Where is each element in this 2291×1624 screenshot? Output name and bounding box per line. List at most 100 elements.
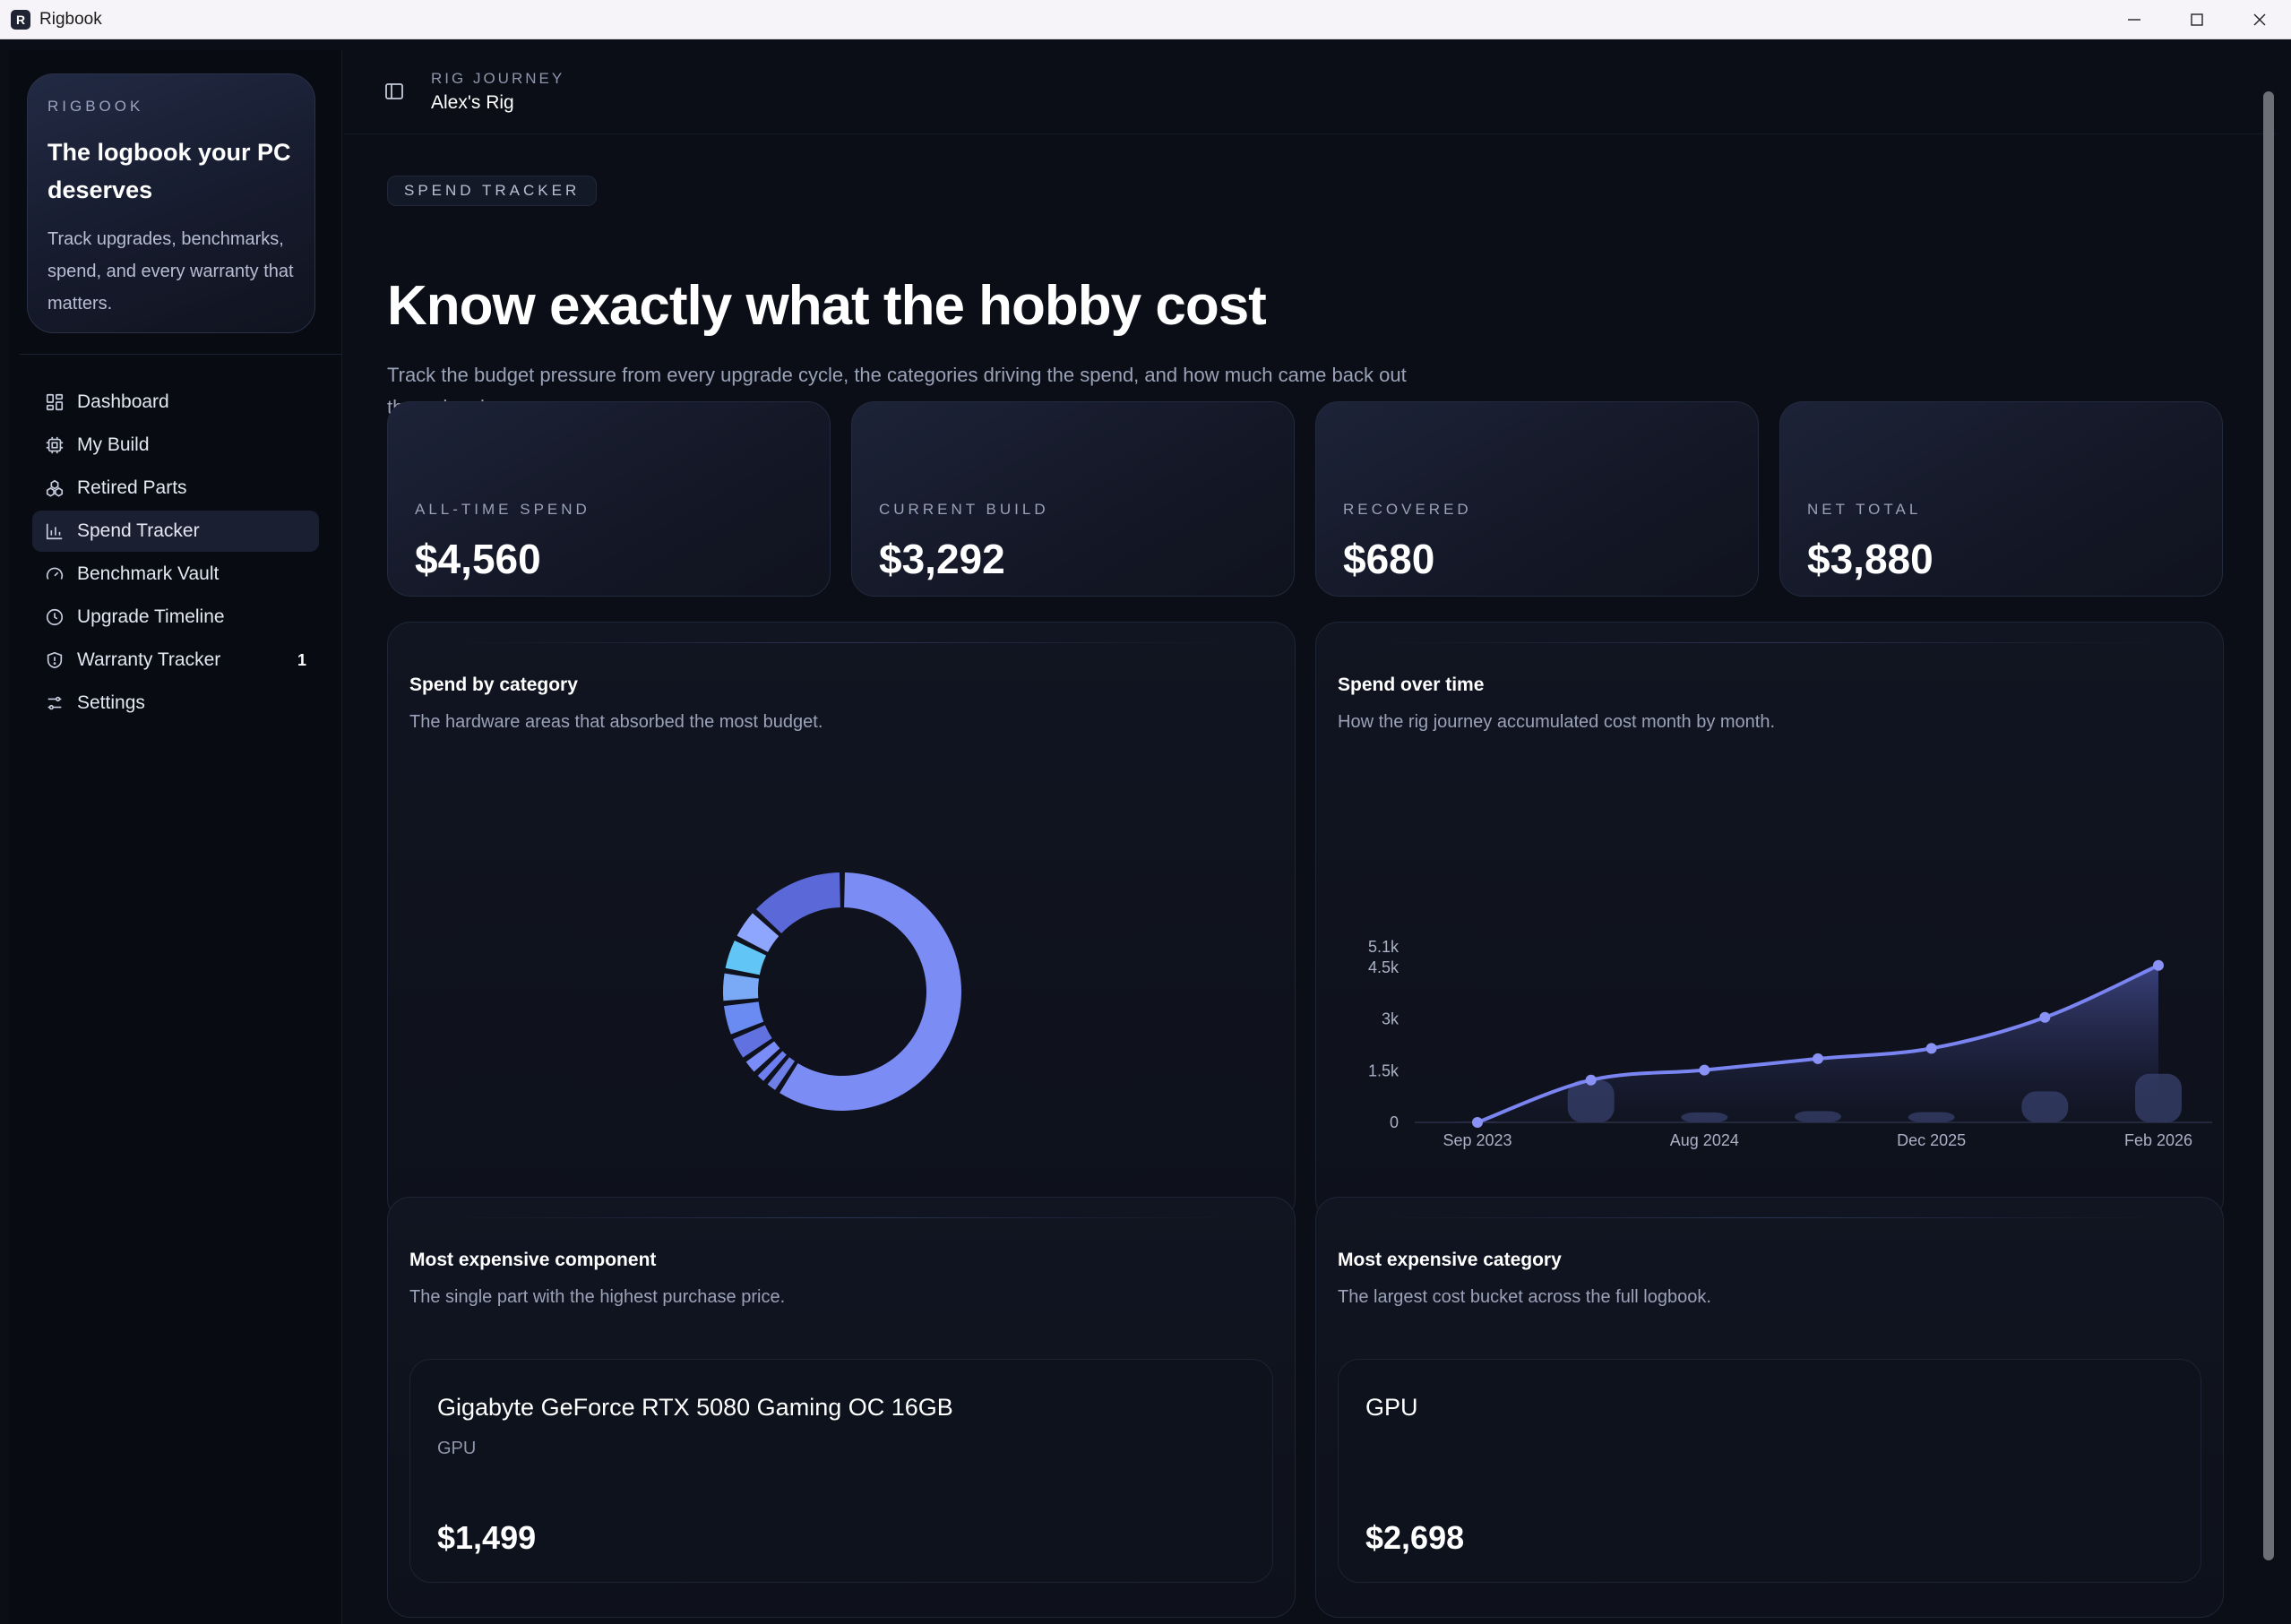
boxes-icon <box>45 478 65 498</box>
spend-point[interactable] <box>1585 1074 1597 1086</box>
promo-eyebrow: RIGBOOK <box>47 98 144 115</box>
minimize-button[interactable] <box>2103 0 2166 39</box>
x-tick-label: Feb 2026 <box>2124 1131 2192 1149</box>
y-tick-label: 5.1k <box>1368 938 1400 956</box>
category-name: GPU <box>1365 1394 1418 1421</box>
component-category: GPU <box>437 1439 477 1458</box>
close-button[interactable] <box>2228 0 2291 39</box>
promo-headline: The logbook your PC deserves <box>47 139 291 203</box>
spend-area <box>1477 965 2158 1122</box>
panel-highlight <box>442 1217 1241 1218</box>
donut-slice[interactable] <box>779 872 961 1111</box>
top-bar: RIG JOURNEY Alex's Rig <box>344 50 2276 134</box>
window-titlebar: R Rigbook <box>0 0 2291 39</box>
close-icon <box>2253 13 2266 26</box>
donut-slice[interactable] <box>733 1025 772 1058</box>
spend-line-chart: 0 1.5k 3k 4.5k 5.1k Sep 2023 Aug 2024 Dec 2025 F… <box>1368 938 2212 1149</box>
donut-slice[interactable] <box>755 872 840 933</box>
main-content: RIG JOURNEY Alex's Rig SPEND TRACKER Kno… <box>344 50 2276 1624</box>
panel-title: Spend over time <box>1338 675 1485 695</box>
vertical-scrollbar[interactable] <box>2263 91 2274 1560</box>
shield-icon <box>45 650 65 670</box>
stat-label: NET TOTAL <box>1807 501 1922 518</box>
y-tick-label: 3k <box>1382 1010 1400 1028</box>
cpu-icon <box>45 435 65 455</box>
sidebar-item-label: Settings <box>77 692 145 713</box>
most-expensive-category-panel: Most expensive category The largest cost… <box>1315 1197 2224 1618</box>
sidebar-item-label: Benchmark Vault <box>77 563 220 584</box>
sidebar-toggle-button[interactable] <box>383 81 405 102</box>
sidebar-item-dashboard[interactable]: Dashboard <box>32 382 319 423</box>
stat-value: $3,880 <box>1807 536 1934 582</box>
panel-highlight <box>1370 1217 2169 1218</box>
component-price: $1,499 <box>437 1519 537 1556</box>
donut-slice[interactable] <box>723 973 760 1001</box>
sidebar-item-my-build[interactable]: My Build <box>32 425 319 466</box>
sidebar-nav: Dashboard My Build Retired Parts Spend T… <box>32 382 319 726</box>
donut-slice[interactable] <box>767 1057 796 1090</box>
panel-title: Spend by category <box>409 675 578 695</box>
breadcrumb-title: Alex's Rig <box>431 92 514 113</box>
sidebar-item-upgrade-timeline[interactable]: Upgrade Timeline <box>32 597 319 638</box>
sidebar-item-warranty-tracker[interactable]: Warranty Tracker 1 <box>32 640 319 681</box>
spend-point[interactable] <box>1699 1064 1710 1076</box>
x-tick-label: Sep 2023 <box>1443 1131 1512 1149</box>
maximize-icon <box>2191 13 2203 26</box>
y-tick-label: 0 <box>1390 1113 1399 1131</box>
x-tick-label: Aug 2024 <box>1670 1131 1739 1149</box>
panel-highlight <box>442 642 1241 643</box>
panel-subtitle: The largest cost bucket across the full … <box>1338 1287 1711 1307</box>
x-tick-label: Dec 2025 <box>1897 1131 1966 1149</box>
sidebar-item-label: Dashboard <box>77 391 169 412</box>
page-title: Know exactly what the hobby cost <box>387 275 1267 337</box>
spend-point[interactable] <box>2039 1011 2051 1023</box>
app-logo-icon: R <box>11 9 30 30</box>
gauge-icon <box>45 564 65 584</box>
donut-slice[interactable] <box>725 940 767 975</box>
donut-slice[interactable] <box>757 1051 787 1081</box>
spend-point[interactable] <box>2153 959 2164 971</box>
panel-subtitle: How the rig journey accumulated cost mon… <box>1338 712 1776 732</box>
sidebar-toggle-icon <box>385 83 403 99</box>
category-card[interactable]: GPU $2,698 <box>1338 1359 2201 1583</box>
spend-point[interactable] <box>1813 1053 1823 1064</box>
maximize-button[interactable] <box>2166 0 2228 39</box>
most-expensive-component-panel: Most expensive component The single part… <box>387 1197 1296 1618</box>
promo-description: Track upgrades, benchmarks, spend, and e… <box>47 229 294 314</box>
stat-value: $3,292 <box>879 536 1005 582</box>
sidebar-item-benchmark-vault[interactable]: Benchmark Vault <box>32 554 319 595</box>
donut-slice[interactable] <box>745 1041 780 1072</box>
clock-icon <box>45 607 65 627</box>
sidebar-item-label: Warranty Tracker <box>77 649 221 670</box>
breadcrumb-eyebrow: RIG JOURNEY <box>431 70 565 87</box>
sidebar-item-label: Upgrade Timeline <box>77 606 225 627</box>
stat-value: $4,560 <box>415 536 541 582</box>
donut-slice[interactable] <box>736 913 779 952</box>
sidebar-item-settings[interactable]: Settings <box>32 683 319 724</box>
stat-label: RECOVERED <box>1343 501 1472 518</box>
spend-by-category-panel: Spend by category The hardware areas tha… <box>387 622 1296 1222</box>
panel-title: Most expensive component <box>409 1250 657 1270</box>
y-tick-label: 4.5k <box>1368 958 1400 976</box>
sidebar-divider <box>20 354 342 355</box>
panel-subtitle: The single part with the highest purchas… <box>409 1287 786 1307</box>
warranty-count-badge: 1 <box>297 650 306 669</box>
sidebar-item-retired-parts[interactable]: Retired Parts <box>32 468 319 509</box>
spend-point[interactable] <box>1472 1117 1483 1128</box>
stat-card-net-total: NET TOTAL $3,880 <box>1779 401 2223 597</box>
panel-title: Most expensive category <box>1338 1250 1562 1270</box>
component-card[interactable]: Gigabyte GeForce RTX 5080 Gaming OC 16GB… <box>409 1359 1273 1583</box>
donut-slice[interactable] <box>723 1001 764 1035</box>
sidebar-item-spend-tracker[interactable]: Spend Tracker <box>32 511 319 552</box>
spend-over-time-panel: Spend over time How the rig journey accu… <box>1315 622 2224 1222</box>
panel-subtitle: The hardware areas that absorbed the mos… <box>409 712 823 732</box>
stat-value: $680 <box>1343 536 1435 582</box>
stat-card-current-build: CURRENT BUILD $3,292 <box>851 401 1295 597</box>
sidebar-item-label: My Build <box>77 434 150 455</box>
stat-label: ALL-TIME SPEND <box>415 501 590 518</box>
dashboard-icon <box>45 392 65 412</box>
bar-chart-icon <box>45 521 65 541</box>
window-title: Rigbook <box>39 9 102 29</box>
spend-point[interactable] <box>1925 1043 1937 1054</box>
category-donut-chart <box>723 872 961 1111</box>
